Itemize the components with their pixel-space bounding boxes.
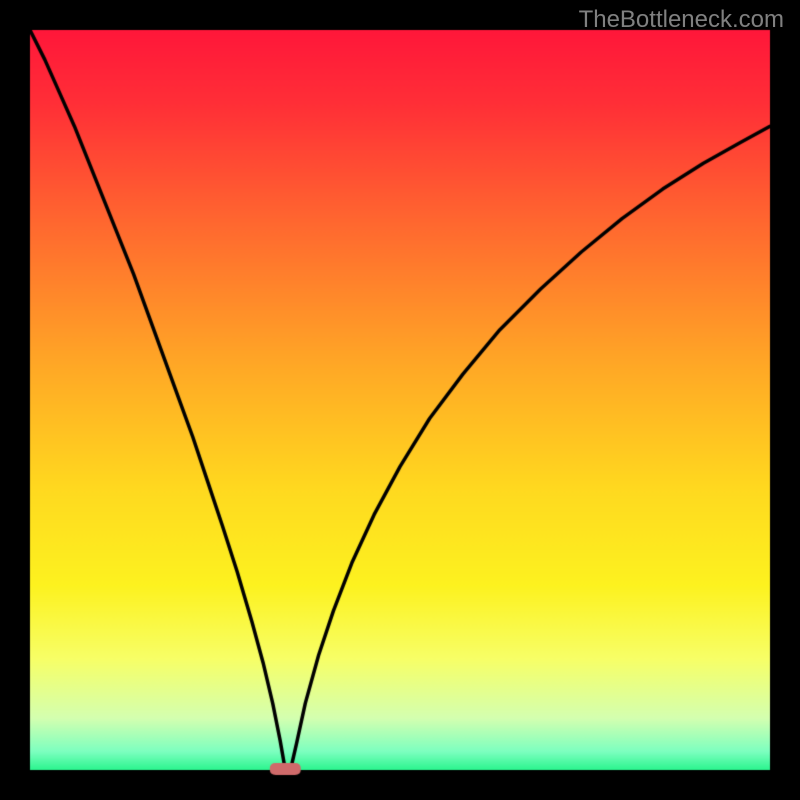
bottleneck-chart-canvas <box>0 0 800 800</box>
chart-container: TheBottleneck.com <box>0 0 800 800</box>
